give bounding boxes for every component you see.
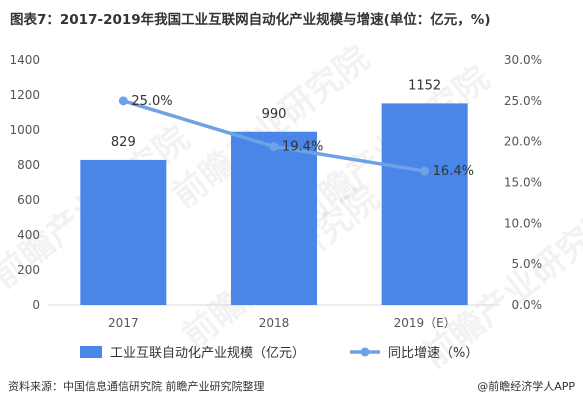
left-axis-tick-label: 1200 bbox=[9, 88, 40, 102]
x-axis-tick-label: 2018 bbox=[259, 316, 290, 330]
left-axis-tick-label: 400 bbox=[17, 228, 40, 242]
x-axis-tick-label: 2019（E） bbox=[394, 316, 456, 330]
brand-credit: @前瞻经济学人APP bbox=[477, 380, 575, 393]
left-axis-tick-label: 0 bbox=[32, 298, 40, 312]
line-value-label: 25.0% bbox=[131, 94, 172, 109]
right-axis-tick-label: 30.0% bbox=[504, 53, 542, 67]
left-axis-tick-label: 200 bbox=[17, 263, 40, 277]
chart-title: 图表7：2017-2019年我国工业互联网自动化产业规模与增速(单位：亿元，%) bbox=[10, 12, 491, 28]
bar-value-label: 1152 bbox=[408, 78, 441, 93]
legend-line-label: 同比增速（%） bbox=[388, 346, 478, 361]
bar bbox=[231, 131, 317, 305]
line-point bbox=[269, 142, 279, 152]
right-axis-tick-label: 20.0% bbox=[504, 135, 542, 149]
bar bbox=[381, 103, 468, 306]
left-axis-tick-label: 1400 bbox=[9, 53, 40, 67]
right-axis-tick-label: 15.0% bbox=[504, 176, 542, 190]
bar bbox=[80, 159, 167, 305]
left-axis-tick-label: 800 bbox=[17, 158, 40, 172]
source-note: 资料来源：中国信息通信研究院 前瞻产业研究院整理 bbox=[8, 380, 265, 393]
legend-bar-label: 工业互联自动化产业规模（亿元） bbox=[110, 346, 305, 361]
line-point bbox=[118, 96, 128, 106]
line-point bbox=[420, 166, 430, 176]
line-value-label: 16.4% bbox=[433, 164, 474, 179]
right-axis-tick-label: 0.0% bbox=[512, 298, 543, 312]
right-axis-tick-label: 5.0% bbox=[512, 257, 543, 271]
bar-value-label: 990 bbox=[262, 107, 287, 122]
left-axis-tick-label: 1000 bbox=[9, 123, 40, 137]
x-axis-tick-label: 2017 bbox=[108, 316, 139, 330]
bar-value-label: 829 bbox=[111, 135, 136, 150]
left-axis-tick-label: 600 bbox=[17, 193, 40, 207]
legend-bar-swatch bbox=[80, 346, 102, 358]
right-axis-tick-label: 10.0% bbox=[504, 216, 542, 230]
legend-line-marker bbox=[360, 347, 370, 357]
line-value-label: 19.4% bbox=[282, 140, 323, 155]
right-axis-tick-label: 25.0% bbox=[504, 94, 542, 108]
